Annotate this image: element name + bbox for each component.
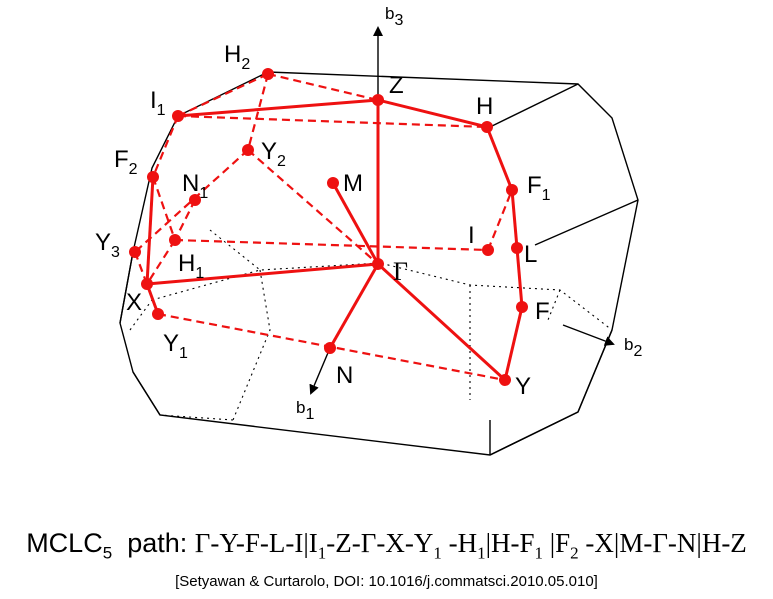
lattice-name: MCLC (26, 528, 103, 558)
path-caption: MCLC5 path: Γ-Y-F-L-I|I1-Z-Γ-X-Y1 -H1|H-… (0, 528, 773, 563)
point-I1 (172, 110, 184, 122)
label-F2: F2 (114, 146, 138, 178)
svg-text:b3: b3 (385, 4, 403, 29)
point-H1 (169, 234, 181, 246)
point-N (324, 342, 336, 354)
label-Y2: Y2 (261, 138, 286, 170)
svg-text:b2: b2 (624, 335, 642, 360)
label-H: H (476, 93, 493, 120)
label-I: I (468, 222, 475, 249)
point-Y1 (152, 308, 164, 320)
label-Y1: Y1 (163, 330, 188, 362)
label-N: N (336, 362, 353, 389)
point-N1 (189, 194, 201, 206)
kpoint-labels: Γ Z H H2 I1 Y2 M F2 N1 F1 Y3 H1 I L X F … (95, 41, 551, 400)
kpath-solid (145, 98, 524, 382)
label-N1: N1 (182, 170, 208, 202)
axis-b2: b2 (562, 324, 642, 360)
kpoints (129, 68, 528, 386)
label-gamma: Γ (393, 257, 408, 286)
label-F: F (535, 298, 550, 325)
label-F1: F1 (527, 172, 551, 204)
label-L: L (524, 241, 537, 268)
point-Z (372, 94, 384, 106)
point-H2 (262, 68, 274, 80)
label-Y: Y (515, 373, 531, 400)
axis-b1: b1 (296, 347, 331, 423)
citation: [Setyawan & Curtarolo, DOI: 10.1016/j.co… (175, 573, 598, 590)
point-Y3 (129, 246, 141, 258)
svg-text:b1: b1 (296, 398, 314, 423)
label-X: X (126, 289, 142, 316)
brillouin-zone-diagram: b3 b2 b1 Γ Z H H2 I1 Y2 M (95, 4, 642, 456)
label-M: M (343, 170, 363, 197)
path-label: path: (127, 528, 188, 558)
label-H2: H2 (224, 41, 250, 73)
point-F1 (506, 184, 518, 196)
point-L (511, 242, 523, 254)
point-X (141, 278, 153, 290)
point-gamma (372, 258, 384, 270)
point-F2 (147, 171, 159, 183)
point-Y (499, 374, 511, 386)
lattice-sub: 5 (102, 543, 113, 563)
point-I (482, 244, 494, 256)
axis-b3: b3 (373, 4, 403, 100)
point-H (481, 121, 493, 133)
point-F (516, 301, 528, 313)
path-sequence: Γ-Y-F-L-I|I1-Z-Γ-X-Y1 -H1|H-F1 |F2 -X|M-… (194, 528, 747, 563)
label-I1: I1 (150, 87, 166, 119)
label-H1: H1 (178, 250, 204, 282)
label-Z: Z (389, 72, 404, 99)
label-Y3: Y3 (95, 229, 120, 261)
hidden-zone-edges (129, 229, 613, 421)
point-Y2 (242, 144, 254, 156)
point-M (327, 177, 339, 189)
